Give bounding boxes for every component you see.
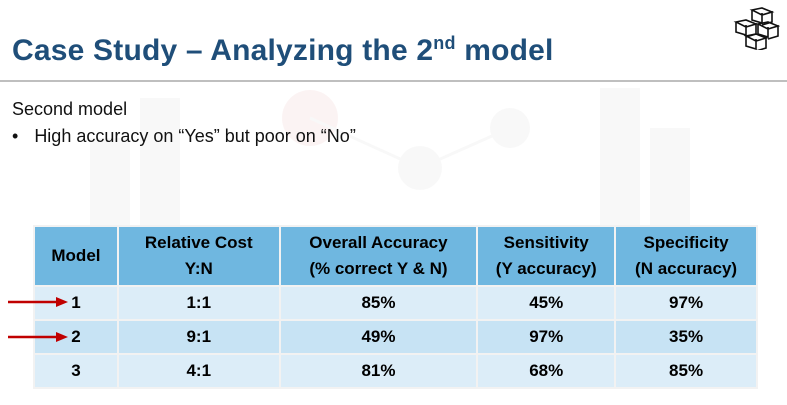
table-row: 2 9:1 49% 97% 35% [35, 321, 756, 353]
cell-overall: 49% [280, 321, 477, 353]
header-line: (Y accuracy) [495, 259, 597, 278]
header-line: Model [51, 246, 101, 265]
header-relative-cost: Relative Cost Y:N [118, 227, 279, 285]
cell-sensitivity: 45% [478, 287, 615, 319]
cell-cost: 4:1 [118, 355, 279, 387]
header-line: Sensitivity [503, 233, 589, 252]
cell-overall: 85% [280, 287, 477, 319]
cell-sensitivity: 68% [478, 355, 615, 387]
results-table-container: Model Relative Cost Y:N Overall Accuracy (… [33, 225, 758, 389]
red-arrow-icon [8, 332, 68, 342]
header-line: Overall Accuracy [309, 233, 448, 252]
title-divider [0, 80, 787, 82]
bullet-symbol: • [12, 126, 19, 146]
cell-model: 3 [35, 355, 117, 387]
header-line: Relative Cost [144, 233, 253, 252]
cell-cost: 1:1 [118, 287, 279, 319]
background-illustration [90, 88, 690, 228]
header-line: Y:N [184, 259, 213, 278]
cubes-logo-icon [733, 7, 780, 50]
title-main: Case Study – Analyzing the 2 [12, 34, 434, 67]
header-overall-accuracy: Overall Accuracy (% correct Y & N) [280, 227, 477, 285]
title-end: model [455, 34, 554, 67]
header-line: (% correct Y & N) [309, 259, 448, 278]
cell-specificity: 97% [616, 287, 756, 319]
cell-overall: 81% [280, 355, 477, 387]
header-row: Model Relative Cost Y:N Overall Accuracy (… [35, 227, 756, 285]
bullet-item: • High accuracy on “Yes” but poor on “No… [12, 126, 356, 147]
cell-cost: 9:1 [118, 321, 279, 353]
header-model: Model [35, 227, 117, 285]
results-table: Model Relative Cost Y:N Overall Accuracy (… [33, 225, 758, 389]
cell-specificity: 35% [616, 321, 756, 353]
header-specificity: Specificity (N accuracy) [616, 227, 756, 285]
subtitle: Second model [12, 99, 128, 119]
table-row: 1 1:1 85% 45% 97% [35, 287, 756, 319]
red-arrow-icon [8, 297, 68, 307]
cell-specificity: 85% [616, 355, 756, 387]
bullet-text: High accuracy on “Yes” but poor on “No” [34, 126, 356, 146]
table-row: 3 4:1 81% 68% 85% [35, 355, 756, 387]
title-superscript: nd [433, 33, 456, 53]
header-sensitivity: Sensitivity (Y accuracy) [478, 227, 615, 285]
header-line: Specificity [643, 233, 729, 252]
cell-sensitivity: 97% [478, 321, 615, 353]
header-line: (N accuracy) [635, 259, 738, 278]
slide-title: Case Study – Analyzing the 2nd model [12, 34, 554, 68]
